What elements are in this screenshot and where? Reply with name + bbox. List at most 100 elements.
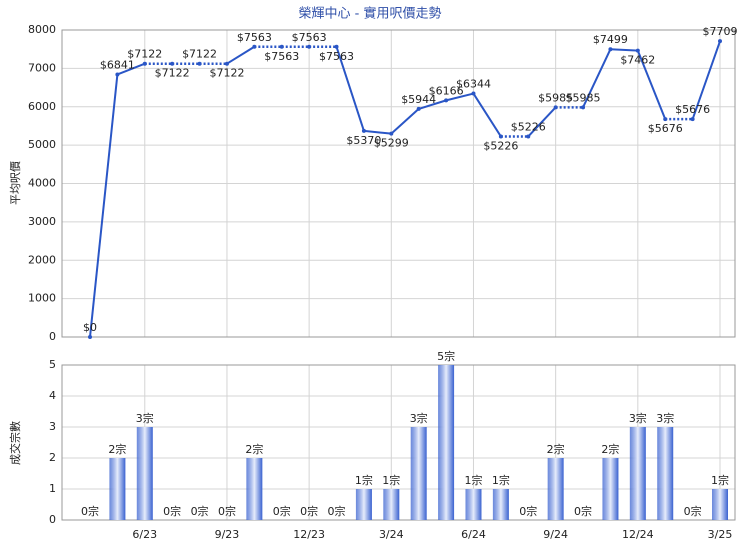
data-label: $7122: [182, 48, 217, 61]
point: [88, 335, 92, 339]
x-tick-label: 9/24: [543, 528, 568, 541]
point: [115, 72, 120, 77]
data-label: 3宗: [410, 411, 428, 425]
data-label: $5676: [648, 122, 683, 135]
data-label: $7563: [292, 31, 327, 44]
data-label: 3宗: [656, 411, 674, 425]
bar: [547, 458, 564, 520]
data-label: $6166: [429, 84, 464, 97]
bar: [246, 458, 263, 520]
data-label: $5226: [483, 139, 518, 152]
data-label: $5985: [566, 91, 601, 104]
point: [498, 134, 503, 139]
line-segment: [636, 50, 667, 120]
line-segment: [582, 48, 612, 108]
data-label: $7499: [593, 33, 628, 46]
data-label: $5226: [511, 120, 546, 133]
y-tick-label: 3000: [28, 215, 56, 228]
data-label: 1宗: [382, 473, 400, 487]
line-segment: [472, 93, 502, 137]
data-label: $7563: [237, 31, 272, 44]
x-tick-label: 3/24: [379, 528, 404, 541]
data-label: $7122: [209, 67, 244, 80]
data-label: 1宗: [464, 473, 482, 487]
y-tick-label: 7000: [28, 61, 56, 74]
data-label: $5985: [538, 91, 573, 104]
line-segment: [527, 106, 557, 138]
y-tick-label: 8000: [28, 23, 56, 36]
y-tick-label: 6000: [28, 100, 56, 113]
data-label: $5299: [374, 137, 409, 150]
point: [197, 61, 202, 66]
y-axis-label: 成交宗數: [8, 421, 22, 465]
data-label: 0宗: [81, 504, 99, 518]
data-label: 0宗: [218, 504, 236, 518]
x-tick-label: 3/25: [708, 528, 733, 541]
line-segment: [89, 74, 119, 338]
y-tick-label: 4000: [28, 177, 56, 190]
bar: [410, 427, 427, 520]
line-segment: [610, 48, 638, 52]
data-label: 1宗: [355, 473, 373, 487]
data-label: $5944: [401, 93, 436, 106]
y-axis-label: 平均呎價: [8, 161, 22, 205]
data-label: $7709: [703, 25, 738, 38]
data-label: 0宗: [574, 504, 592, 518]
y-tick-label: 4: [49, 389, 56, 402]
data-label: 3宗: [629, 411, 647, 425]
bar: [712, 489, 728, 520]
data-label: 0宗: [684, 504, 702, 518]
plot-frame: [61, 29, 736, 338]
data-label: 1宗: [492, 473, 510, 487]
line-segment: [390, 108, 420, 135]
bar: [657, 427, 674, 520]
point: [361, 128, 366, 133]
data-label: 0宗: [328, 504, 346, 518]
data-label: 0宗: [163, 504, 181, 518]
line-segment: [363, 129, 392, 135]
point: [718, 39, 722, 44]
bar: [136, 427, 153, 520]
data-label: 0宗: [273, 504, 291, 518]
line-segment: [445, 92, 474, 102]
data-label: $0: [83, 321, 97, 334]
data-label: $5676: [675, 103, 710, 116]
line-segment: [691, 40, 721, 120]
point: [252, 44, 257, 49]
data-label: 2宗: [547, 442, 565, 456]
bar: [629, 427, 646, 520]
point: [142, 61, 147, 66]
data-label: $7563: [319, 50, 354, 63]
point: [553, 105, 558, 110]
data-label: $5370: [346, 134, 381, 147]
x-tick-label: 9/23: [215, 528, 240, 541]
chart-title: 榮輝中心 - 實用呎價走勢: [299, 6, 442, 22]
y-tick-label: 0: [49, 330, 56, 343]
x-tick-label: 12/23: [293, 528, 325, 541]
point: [581, 105, 586, 110]
line-segment: [418, 99, 447, 110]
data-label: 5宗: [437, 349, 455, 363]
bar: [438, 365, 455, 520]
y-tick-label: 3: [49, 420, 56, 433]
point: [307, 44, 312, 49]
data-label: 2宗: [601, 442, 619, 456]
data-label: $7122: [155, 67, 190, 80]
bar: [355, 489, 372, 520]
y-tick-label: 1: [49, 482, 56, 495]
data-label: 3宗: [136, 411, 154, 425]
point: [526, 134, 531, 139]
data-label: 2宗: [108, 442, 126, 456]
y-tick-label: 1000: [28, 292, 56, 305]
data-label: $6841: [100, 58, 135, 71]
y-tick-label: 5: [49, 358, 56, 371]
point: [471, 91, 476, 96]
point: [334, 44, 339, 49]
data-label: $7563: [264, 50, 299, 63]
data-label: $7122: [127, 48, 162, 61]
data-label: 1宗: [711, 473, 729, 487]
data-label: 0宗: [519, 504, 537, 518]
bar: [465, 489, 482, 520]
point: [389, 131, 394, 136]
bar: [383, 489, 400, 520]
